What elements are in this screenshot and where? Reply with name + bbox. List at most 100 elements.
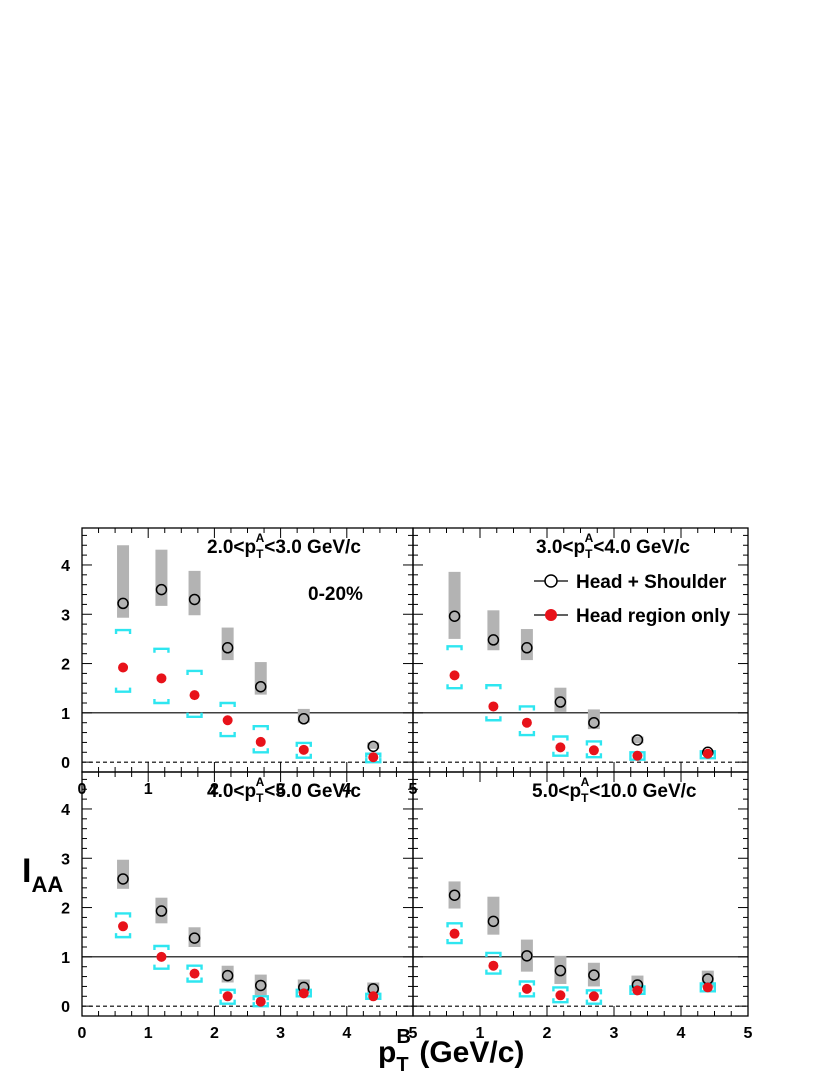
panel-label-sup: A <box>256 531 265 545</box>
hs-sys-box <box>221 965 234 983</box>
x-axis-title: pTB (GeV/c) <box>378 1026 524 1075</box>
hs-sys-box <box>297 708 310 723</box>
panel-label-sup: A <box>581 775 590 789</box>
hr-sys-bracket <box>153 944 170 970</box>
panel-label-sub: T <box>256 547 264 561</box>
hr-point <box>118 662 129 673</box>
hr-point <box>222 715 233 726</box>
x-tick-label: 2 <box>210 1025 219 1042</box>
panel-label-sub: T <box>581 791 589 805</box>
hr-sys-bracket <box>219 701 236 738</box>
x-axis-title-units: (GeV/c) <box>411 1036 524 1069</box>
x-tick-label: 2 <box>210 781 219 798</box>
hs-point <box>117 873 129 885</box>
hr-point <box>555 990 566 1001</box>
x-tick-label: 1 <box>476 1025 485 1042</box>
y-tick-label: 0 <box>61 755 70 772</box>
hr-sys-bracket <box>485 951 502 975</box>
hs-point <box>588 716 600 729</box>
hr-sys-bracket <box>446 645 463 690</box>
y-tick-label: 4 <box>61 802 70 819</box>
y-axis-title-sub: AA <box>31 872 63 897</box>
hr-point <box>189 968 200 979</box>
panel-label: 4.0<pTA<5.0 GeV/c <box>207 775 361 805</box>
hr-sys-bracket <box>446 922 463 945</box>
hr-point <box>632 985 643 996</box>
hs-point <box>554 696 567 708</box>
y-axis-title: IAA <box>22 852 63 897</box>
panel-label: 3.0<pTA<4.0 GeV/c <box>536 531 690 561</box>
panel-label: 2.0<pTA<3.0 GeV/c <box>207 531 361 561</box>
hr-sys-bracket <box>186 669 203 718</box>
hs-sys-box <box>155 549 168 606</box>
hr-point <box>488 701 499 712</box>
hr-point <box>222 991 233 1002</box>
hr-point <box>702 748 713 759</box>
hs-point <box>448 889 461 901</box>
hr-sys-bracket <box>518 980 536 998</box>
y-tick-label: 0 <box>61 999 70 1016</box>
hr-sys-bracket <box>585 740 603 759</box>
x-tick-label: 3 <box>610 1025 619 1042</box>
panel-frame <box>81 527 414 773</box>
x-tick-label: 4 <box>342 781 351 798</box>
x-tick-label: 5 <box>744 1025 753 1042</box>
hr-point <box>368 752 379 763</box>
x-tick-label: 4 <box>342 1025 351 1042</box>
x-tick-label: 1 <box>144 781 153 798</box>
panel-label-sup: A <box>585 531 594 545</box>
hs-sys-box <box>487 610 500 651</box>
hs-sys-box <box>587 962 600 987</box>
y-tick-label: 3 <box>61 607 70 624</box>
hs-sys-box <box>254 974 267 996</box>
centrality-label: 0-20% <box>308 584 363 605</box>
hr-point <box>156 673 167 684</box>
legend: Head + Shoulder Head region only <box>534 572 731 627</box>
panel-label-pre: 3.0<p <box>536 537 585 558</box>
hr-sys-bracket <box>552 986 569 1004</box>
hs-point <box>254 680 267 693</box>
x-tick-label: 5 <box>409 1025 418 1042</box>
hs-sys-box <box>367 742 380 749</box>
panel-label: 5.0<pTA<10.0 GeV/c <box>532 775 697 805</box>
hr-point <box>298 744 309 755</box>
hs-sys-box <box>631 736 644 744</box>
x-axis-title-p: p <box>378 1036 396 1069</box>
panel-label-pre: 4.0<p <box>207 781 256 802</box>
hr-point <box>298 988 309 999</box>
y-tick-label: 2 <box>61 657 70 674</box>
hr-point <box>521 717 532 728</box>
hs-sys-box <box>587 709 600 730</box>
hr-point <box>555 742 566 753</box>
hs-sys-box <box>520 939 533 972</box>
hr-point <box>488 960 499 971</box>
hs-point <box>448 610 461 622</box>
x-tick-label: 3 <box>276 1025 285 1042</box>
x-tick-label: 3 <box>276 781 285 798</box>
hs-sys-box <box>554 955 567 984</box>
hs-point <box>367 740 380 753</box>
hs-sys-box <box>254 662 267 695</box>
hr-sys-bracket <box>295 741 312 759</box>
hr-point <box>588 745 599 756</box>
y-tick-label: 3 <box>61 851 70 868</box>
hr-point <box>702 982 713 993</box>
hr-sys-bracket <box>186 964 203 983</box>
hr-point <box>255 996 266 1007</box>
hr-sys-bracket <box>552 735 569 757</box>
hr-point <box>588 991 599 1002</box>
hr-point <box>156 951 167 962</box>
legend-marker-head-shoulder <box>544 574 558 588</box>
hr-point <box>118 921 129 932</box>
hs-point <box>521 642 533 654</box>
hs-sys-box <box>448 571 461 639</box>
panel-frame <box>412 771 749 1017</box>
panel-label-post: <4.0 GeV/c <box>593 537 690 558</box>
panel-frame <box>412 527 749 773</box>
x-tick-label: 2 <box>543 1025 552 1042</box>
y-tick-label: 1 <box>61 950 70 967</box>
